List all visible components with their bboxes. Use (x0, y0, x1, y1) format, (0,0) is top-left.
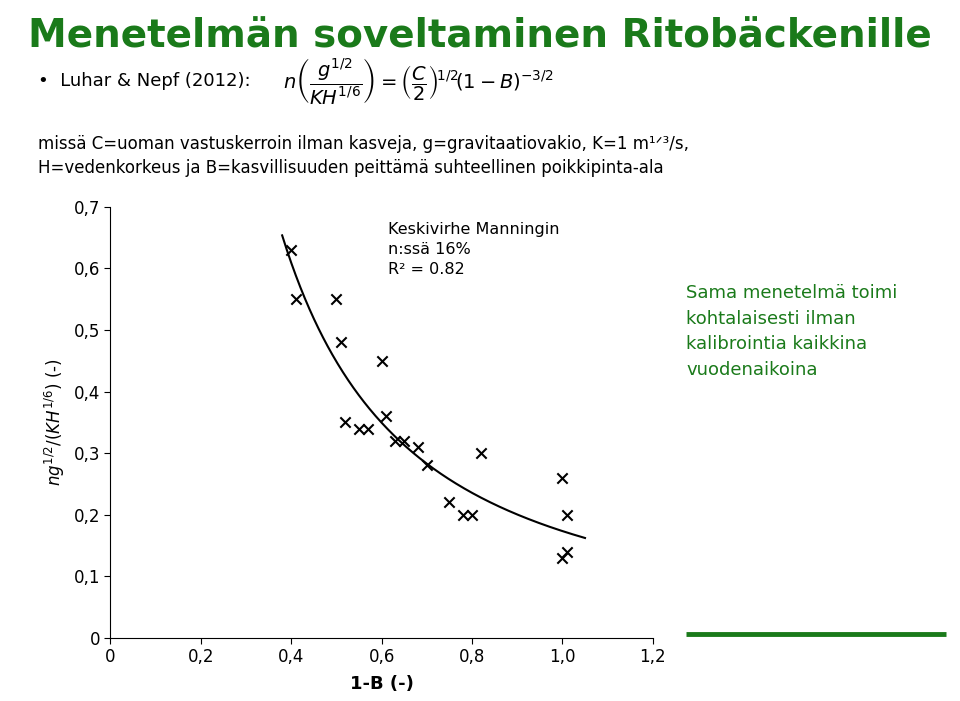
Point (555, 552, 570, 564)
Point (328, 294, 344, 305)
Point (560, 509, 575, 520)
Point (378, 411, 394, 422)
Point (396, 435, 412, 447)
Point (288, 294, 303, 305)
Text: $n\left(\dfrac{g^{1/2}}{KH^{1/6}}\right)=\left(\dfrac{C}{2}\right)^{\!1/2}\!\lef: $n\left(\dfrac{g^{1/2}}{KH^{1/6}}\right)… (283, 55, 554, 106)
Point (333, 336, 348, 348)
Point (338, 416, 353, 428)
Point (410, 442, 425, 453)
Text: Keskivirhe Manningin
n:ssä 16%
R² = 0.82: Keskivirhe Manningin n:ssä 16% R² = 0.82 (389, 222, 560, 277)
Text: Menetelmän soveltaminen Ritobäckenille: Menetelmän soveltaminen Ritobäckenille (28, 18, 932, 55)
Point (465, 509, 480, 520)
Point (455, 509, 470, 520)
Point (420, 460, 435, 471)
Point (351, 423, 367, 434)
Point (283, 244, 299, 255)
Point (473, 447, 489, 458)
Y-axis label: $ng^{1/2}/(KH^{1/6})$ (-): $ng^{1/2}/(KH^{1/6})$ (-) (42, 358, 66, 486)
Point (442, 497, 457, 508)
Point (360, 423, 375, 434)
X-axis label: 1-B (-): 1-B (-) (349, 674, 414, 693)
Text: Sama menetelmä toimi
kohtalaisesti ilman
kalibrointia kaikkina
vuodenaikoina: Sama menetelmä toimi kohtalaisesti ilman… (686, 284, 898, 379)
Point (555, 472, 570, 484)
Point (388, 435, 403, 447)
Point (560, 546, 575, 557)
Text: •  Luhar & Nepf (2012):: • Luhar & Nepf (2012): (38, 72, 251, 90)
Text: missä C=uoman vastuskerroin ilman kasveja, g=gravitaatiovakio, K=1 m¹ᐟ³/s,: missä C=uoman vastuskerroin ilman kasvej… (38, 135, 689, 153)
Point (374, 355, 390, 367)
Text: H=vedenkorkeus ja B=kasvillisuuden peittämä suhteellinen poikkipinta-ala: H=vedenkorkeus ja B=kasvillisuuden peitt… (38, 159, 664, 177)
